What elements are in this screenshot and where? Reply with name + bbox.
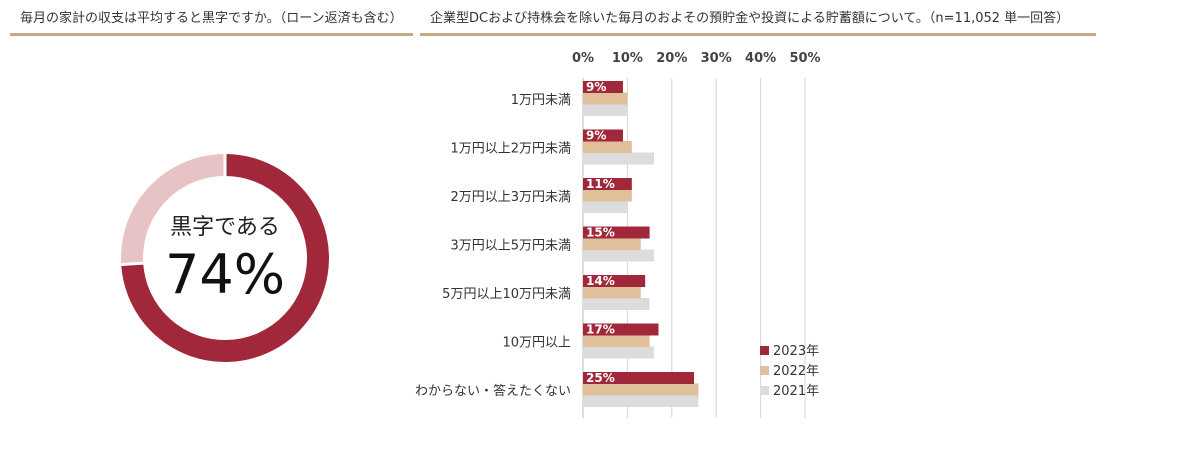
category-label: 1万円以上2万円未満	[450, 142, 571, 157]
legend-swatch-2021	[760, 386, 769, 395]
donut-slice-other	[121, 154, 226, 265]
x-tick-label: 40%	[745, 51, 776, 66]
category-label: 1万円未満	[511, 93, 571, 108]
x-tick-label: 30%	[701, 51, 732, 66]
category-label: 3万円以上5万円未満	[450, 239, 571, 254]
category-label: 2万円以上3万円未満	[450, 190, 571, 205]
bar-2021	[583, 298, 650, 310]
x-tick-label: 0%	[572, 51, 594, 66]
data-label-2023: 14%	[586, 274, 615, 288]
legend-label-2021: 2021年	[773, 384, 819, 399]
data-label-2023: 15%	[586, 226, 615, 240]
bar-2023	[583, 81, 623, 93]
right-panel-header: 企業型DCおよび持株会を除いた毎月のおよその預貯金や投資による貯蓄額について。（…	[420, 0, 1096, 36]
x-tick-label: 20%	[656, 51, 687, 66]
bar-2022	[583, 286, 641, 299]
right-panel-title: 企業型DCおよび持株会を除いた毎月のおよその預貯金や投資による貯蓄額について。（…	[430, 11, 1070, 26]
bar-2023	[583, 129, 623, 142]
legend-swatch-2022	[760, 366, 769, 375]
donut-slice-surplus	[121, 154, 329, 362]
bar-2023	[583, 226, 650, 239]
bar-2022	[583, 189, 632, 202]
category-label: 10万円以上	[502, 336, 571, 351]
category-label: 5万円以上10万円未満	[442, 287, 571, 302]
category-label: わからない・答えたくない	[415, 383, 571, 399]
data-label-2023: 9%	[586, 80, 606, 94]
bar-2023	[583, 372, 694, 384]
x-tick-label: 10%	[612, 51, 643, 66]
bar-2022	[583, 335, 650, 347]
legend-swatch-2023	[760, 346, 769, 355]
bar-2021	[583, 395, 699, 407]
bar-2021	[583, 249, 655, 262]
bar-2022	[583, 141, 632, 153]
data-label-2023: 11%	[586, 177, 615, 191]
surplus-donut-chart: 黒字である 74%	[120, 153, 329, 362]
bar-2021	[583, 346, 655, 359]
bar-2022	[583, 92, 628, 105]
data-label-2023: 17%	[586, 323, 615, 337]
legend-label-2022: 2022年	[773, 364, 819, 379]
bar-2021	[583, 152, 655, 165]
bar-2023	[583, 323, 659, 336]
donut-separator	[120, 261, 145, 267]
bar-2023	[583, 178, 632, 190]
savings-bar-chart: 0% 10% 20% 30% 40% 50% 1万円未満 1万円以上2万円未満 2万円以上3万…	[415, 51, 821, 418]
left-panel-title: 毎月の家計の収支は平均すると黒字ですか。（ローン返済も含む）	[20, 11, 403, 26]
bar-2022	[583, 383, 699, 396]
donut-center-value: 74%	[165, 243, 285, 306]
bar-2021	[583, 104, 628, 116]
data-label-2023: 9%	[586, 129, 606, 143]
donut-center-label: 黒字である	[170, 215, 280, 240]
bar-2022	[583, 238, 641, 250]
data-label-2023: 25%	[586, 371, 615, 385]
x-tick-label: 50%	[789, 51, 820, 66]
legend-label-2023: 2023年	[773, 344, 819, 359]
bar-2021	[583, 201, 628, 213]
bar-2023	[583, 275, 646, 287]
left-panel-header: 毎月の家計の収支は平均すると黒字ですか。（ローン返済も含む）	[10, 0, 413, 36]
